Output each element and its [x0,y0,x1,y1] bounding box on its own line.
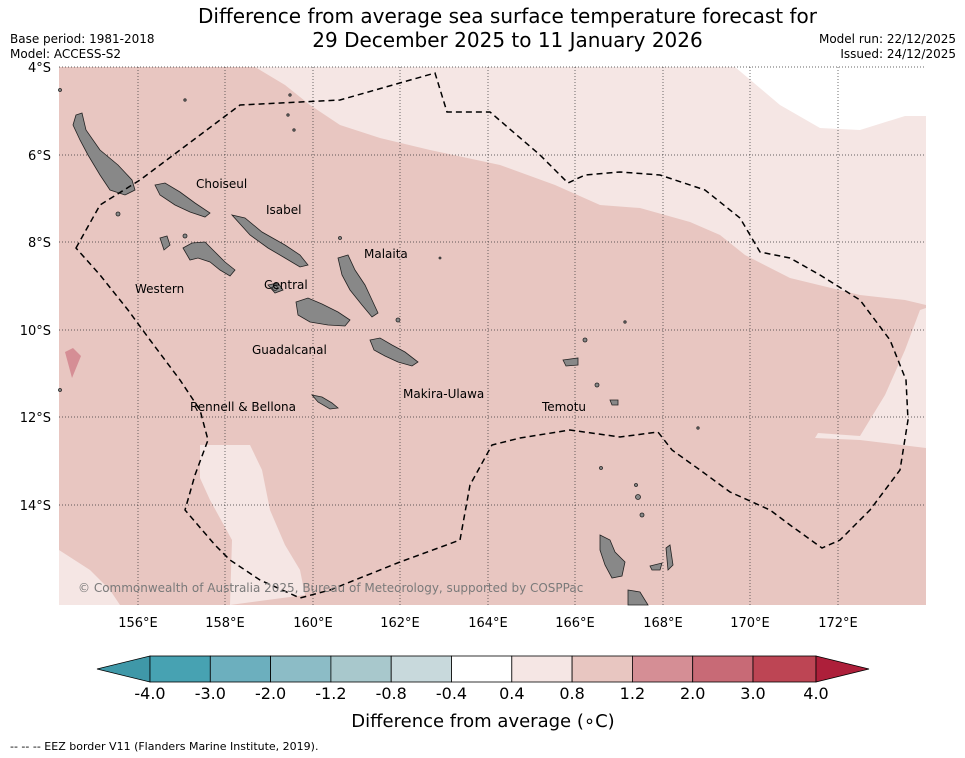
lon-label: 162°E [380,616,420,631]
province-label-choiseul: Choiseul [196,177,247,191]
anomaly-field-light-south [200,445,305,605]
colorbar-tick: -1.2 [315,684,346,703]
colorbar-ticks: -4.0 -3.0 -2.0 -1.2 -0.8 -0.4 0.4 0.8 1.… [134,684,828,703]
lon-label: 166°E [555,616,595,631]
province-label-rennell-bellona: Rennell & Bellona [190,400,296,414]
lat-label: 4°S [28,61,51,76]
island-ambae [649,562,663,571]
province-label-makira-ulawa: Makira-Ulawa [403,387,484,401]
model-run: Model run: 22/12/2025 [818,32,956,46]
island-choiseul [154,182,211,218]
colorbar-tick: 0.8 [559,684,584,703]
island-vanikoro [609,399,619,406]
colorbar-extend-low [96,655,151,683]
base-period: Base period: 1981-2018 [10,32,155,46]
lon-label: 168°E [643,616,683,631]
copyright-notice: © Commonwealth of Australia 2025, Bureau… [78,581,583,595]
province-label-guadalcanal: Guadalcanal [252,343,327,357]
province-labels: Choiseul Isabel Malaita Western Central … [135,177,586,414]
land-masses [58,88,700,606]
issued-date: Issued: 24/12/2025 [840,47,956,61]
lon-label: 156°E [118,616,158,631]
eez-footnote: -- -- -- EEZ border V11 (Flanders Marine… [10,740,319,753]
colorbar-bin [571,655,633,683]
lon-label: 172°E [818,616,858,631]
island-rennell [310,394,339,410]
anomaly-field-warm-patch [65,348,81,378]
colorbar-bin [209,655,272,683]
metadata-right: Model run: 22/12/2025 Issued: 24/12/2025 [819,32,956,62]
lat-label: 12°S [20,411,51,426]
lat-label: 6°S [28,149,51,164]
island-isabel [230,214,309,268]
anomaly-field-light-southwest [59,550,120,605]
colorbar-label: Difference from average (∘C) [351,711,614,732]
colorbar-bin [752,655,817,683]
title-line-2: 29 December 2025 to 11 January 2026 [312,28,703,52]
island-espiritu-santo [599,534,626,579]
page-title: Difference from average sea surface temp… [150,4,865,52]
model-name: Model: ACCESS-S2 [10,47,122,61]
colorbar-tick: 2.0 [680,684,705,703]
province-label-isabel: Isabel [266,203,301,217]
lat-label: 14°S [20,499,51,514]
lat-label: 8°S [28,236,51,251]
colorbar-bin [692,655,754,683]
island-makira [369,337,419,367]
island-malaita [337,254,379,318]
lon-label: 164°E [468,616,508,631]
lon-label: 158°E [205,616,245,631]
anomaly-field-light-east [815,308,926,448]
lon-label: 160°E [293,616,333,631]
colorbar-tick: 4.0 [803,684,828,703]
colorbar-tick: 0.4 [499,684,524,703]
colorbar-tick: 3.0 [740,684,765,703]
eez-border [75,72,909,599]
island-guadalcanal [295,297,351,327]
colorbar-tick: -0.4 [436,684,467,703]
province-label-central: Central [264,278,308,292]
island-bougainville [72,112,136,196]
island-vella-lavella [159,235,171,251]
colorbar-tick: 1.2 [620,684,645,703]
colorbar-bin [390,655,452,683]
colorbar-tick: -4.0 [134,684,165,703]
lat-label: 10°S [20,324,51,339]
colorbar-bin [511,655,573,683]
province-label-western: Western [135,282,184,296]
anomaly-field-neutral [735,67,926,130]
metadata-left: Base period: 1981-2018 Model: ACCESS-S2 [10,32,155,62]
title-line-1: Difference from average sea surface temp… [197,4,817,28]
colorbar-tick: -2.0 [255,684,286,703]
colorbar-tick: -0.8 [376,684,407,703]
colorbar-tick: -3.0 [195,684,226,703]
colorbar-bin [270,655,332,683]
province-label-temotu: Temotu [541,400,586,414]
latitude-axis: 4°S 6°S 8°S 10°S 12°S 14°S [20,61,51,514]
island-new-georgia [182,241,236,277]
island-malakula [627,589,649,606]
lon-label: 170°E [730,616,770,631]
longitude-axis: 156°E 158°E 160°E 162°E 164°E 166°E 168°… [118,616,858,631]
island-nendo [562,357,579,367]
anomaly-field-light-north [255,67,926,305]
colorbar-extend-high [815,655,870,683]
province-label-malaita: Malaita [364,247,408,261]
colorbar-bin [451,655,513,683]
colorbar-bin [330,655,392,683]
colorbar [96,655,870,683]
colorbar-bin [632,655,694,683]
colorbar-bin [149,655,211,683]
island-maewo [665,544,674,571]
